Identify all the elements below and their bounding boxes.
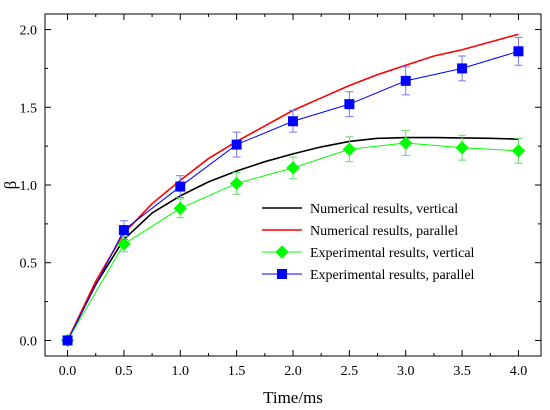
y-axis-ticks: 0.0 0.5 1.0 1.5 2.0: [20, 24, 541, 349]
x-tick-label: 4.0: [510, 364, 528, 379]
x-axis-ticks: 0.0 0.5 1.0 1.5 2.0 2.5 3.0 3.5 4.0: [59, 14, 527, 379]
legend-item: Experimental results, vertical: [262, 245, 475, 261]
data-point: [118, 225, 129, 236]
legend-swatch-marker: [277, 269, 287, 279]
data-point: [455, 140, 469, 155]
legend-label: Numerical results, parallel: [310, 224, 458, 239]
x-tick-label: 3.0: [397, 364, 415, 379]
data-point: [400, 75, 411, 86]
legend-label: Experimental results, vertical: [310, 246, 475, 261]
x-axis-title: Time/ms: [263, 388, 323, 407]
data-point: [511, 144, 526, 158]
x-tick-label: 3.5: [453, 364, 471, 379]
data-point: [62, 335, 73, 346]
y-tick-label: 2.0: [20, 24, 38, 39]
legend-item: Experimental results, parallel: [262, 268, 475, 283]
legend-item: Numerical results, vertical: [262, 202, 458, 217]
x-tick-label: 0.5: [115, 364, 133, 379]
legend-label: Experimental results, parallel: [310, 268, 475, 283]
data-point: [342, 142, 357, 156]
data-point: [173, 201, 187, 216]
x-tick-label: 0.0: [59, 364, 77, 379]
data-point: [288, 116, 298, 127]
data-point: [286, 161, 300, 175]
y-tick-label: 1.0: [20, 179, 38, 194]
data-point: [399, 136, 413, 150]
x-tick-label: 1.0: [172, 364, 190, 379]
y-tick-label: 1.5: [20, 101, 38, 116]
data-point: [513, 46, 524, 57]
legend: Numerical results, vertical Numerical res…: [262, 202, 475, 283]
legend-item: Numerical results, parallel: [262, 224, 458, 239]
y-tick-label: 0.0: [20, 334, 38, 349]
legend-swatch-marker: [275, 245, 289, 259]
y-axis-title: β: [1, 181, 20, 190]
legend-label: Numerical results, vertical: [310, 202, 458, 217]
series-1: [66, 33, 519, 341]
data-point: [344, 99, 355, 110]
x-tick-label: 2.5: [341, 364, 359, 379]
series-0: [66, 136, 519, 341]
series-line: [66, 33, 519, 341]
data-point: [229, 176, 244, 191]
series-3: [62, 36, 524, 346]
series-line: [67, 50, 519, 341]
x-tick-label: 1.5: [228, 364, 246, 379]
x-tick-label: 2.0: [284, 364, 302, 379]
series-layer: [60, 33, 526, 348]
y-tick-label: 0.5: [20, 257, 38, 272]
series-2: [60, 130, 526, 348]
data-point: [175, 181, 186, 192]
series-line: [66, 136, 519, 341]
data-point: [231, 139, 242, 150]
data-point: [117, 237, 131, 251]
data-point: [457, 63, 468, 74]
